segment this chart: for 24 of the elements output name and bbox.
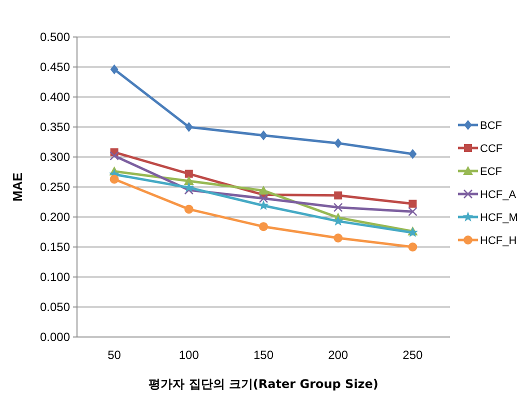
legend-label: BCF [480, 120, 502, 132]
legend-label: ECF [480, 166, 502, 178]
y-tick-label: 0.200 [40, 210, 70, 224]
y-tick-label: 0.050 [40, 300, 70, 314]
x-tick-label: 250 [402, 348, 424, 362]
y-tick-label: 0.300 [40, 150, 70, 164]
x-tick-label: 100 [178, 348, 200, 362]
y-tick-label: 0.500 [40, 30, 70, 44]
y-tick-label: 0.250 [40, 180, 70, 194]
x-tick-label: 150 [253, 348, 274, 362]
legend-label: HCF_A [480, 189, 517, 201]
y-tick-label: 0.000 [40, 330, 70, 344]
x-tick-label: 50 [108, 348, 122, 362]
y-tick-label: 0.450 [40, 60, 70, 74]
y-axis-title: MAE [10, 172, 25, 202]
x-axis-title: 평가자 집단의 크기(Rater Group Size) [148, 377, 378, 391]
y-tick-label: 0.400 [40, 90, 70, 104]
y-tick-label: 0.100 [40, 270, 70, 284]
y-tick-label: 0.150 [40, 240, 70, 254]
legend-label: HCF_M [480, 212, 518, 224]
legend-label: CCF [480, 143, 503, 155]
x-tick-label: 200 [328, 348, 348, 362]
legend-label: HCF_H [480, 235, 517, 247]
y-tick-label: 0.350 [40, 120, 70, 134]
